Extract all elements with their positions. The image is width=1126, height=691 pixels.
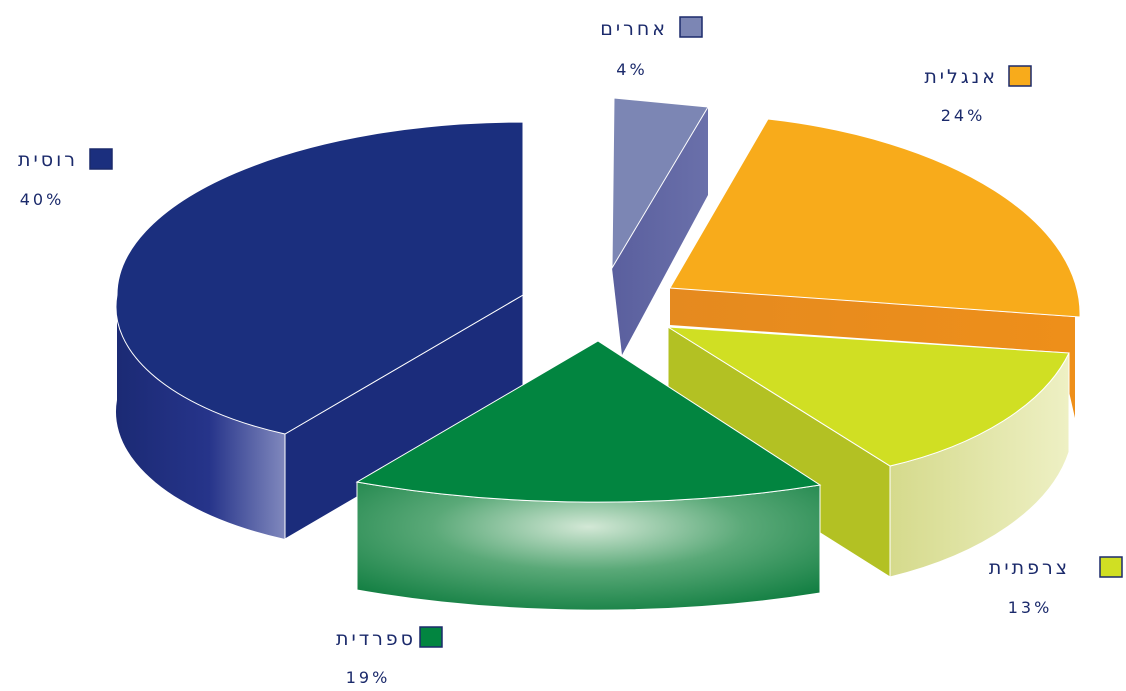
legend-other-label: אחרים <box>600 18 668 40</box>
legend-english: אנגלית 24% <box>924 65 1032 125</box>
slice-russian-top <box>115 121 524 435</box>
slice-english-top <box>669 118 1081 318</box>
slice-other-top <box>611 97 709 270</box>
slice-spanish <box>355 340 822 611</box>
legend-other-percent: 4% <box>616 60 647 79</box>
slice-french <box>667 326 1070 578</box>
legend-spanish: ספרדית 19% <box>336 626 443 687</box>
slice-russian-side <box>115 295 285 539</box>
legend-english-percent: 24% <box>941 106 986 125</box>
legend-french-swatch <box>1099 556 1123 578</box>
legend-russian-swatch <box>89 148 113 170</box>
legend-english-swatch <box>1008 65 1032 87</box>
slice-other <box>611 97 709 355</box>
slice-other-side <box>612 107 708 355</box>
legend-french-label: צרפתית <box>989 557 1070 579</box>
legend-russian-label: רוסית <box>18 149 78 171</box>
slice-english-side <box>670 288 1075 418</box>
slice-english <box>669 118 1081 418</box>
slice-french-top <box>667 326 1070 467</box>
legend-spanish-label: ספרדית <box>336 628 416 650</box>
legend-spanish-percent: 19% <box>346 668 391 687</box>
legend-other-swatch <box>679 16 703 38</box>
legend-french: צרפתית 13% <box>989 556 1123 617</box>
legend-russian: רוסית 40% <box>18 148 113 209</box>
legend-english-label: אנגלית <box>924 66 998 88</box>
legend-russian-percent: 40% <box>20 190 65 209</box>
legend-french-percent: 13% <box>1008 598 1053 617</box>
legend-other: אחרים 4% <box>600 16 703 79</box>
legend-spanish-swatch <box>419 626 443 648</box>
slice-russian <box>115 121 524 540</box>
slice-spanish-top <box>355 340 822 503</box>
